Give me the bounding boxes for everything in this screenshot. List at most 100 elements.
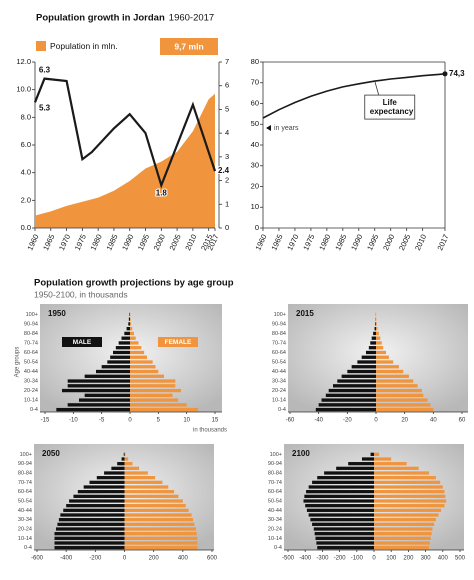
x-tick-label: 300: [421, 556, 432, 562]
x-tick-label: -600: [31, 556, 44, 562]
bar: [376, 365, 399, 369]
y-tick-label: 10-14: [268, 536, 282, 542]
bar: [376, 346, 384, 350]
bar: [376, 379, 414, 383]
x-tick-label: 1965: [41, 233, 56, 252]
bar: [54, 546, 125, 550]
y-tick-label: 4.0: [21, 168, 31, 177]
bar: [124, 541, 198, 545]
panel-year: 2050: [42, 449, 60, 458]
bar: [361, 355, 376, 359]
x-tick-label: 200: [149, 556, 160, 562]
y-tick-label: 6.0: [21, 140, 31, 149]
bar: [374, 466, 419, 470]
bar: [124, 494, 179, 498]
bar: [130, 388, 181, 393]
bar: [374, 471, 430, 475]
bar: [130, 341, 139, 345]
bar: [130, 331, 134, 336]
x-tick-label: 100: [386, 556, 397, 562]
bar: [130, 350, 145, 355]
data-label: 74,3: [449, 69, 465, 78]
y-tick-label: 2: [225, 176, 229, 185]
bar: [374, 504, 445, 508]
data-label: 2.4: [218, 166, 230, 175]
y-tick-label: 10-14: [272, 398, 286, 404]
x-tick-label: -200: [89, 556, 102, 562]
bar: [306, 490, 374, 494]
bar: [60, 513, 125, 517]
bar: [115, 346, 130, 350]
bar: [107, 360, 130, 364]
y-tick-label: 40-44: [24, 369, 38, 375]
bar: [124, 527, 196, 531]
bar: [66, 504, 125, 508]
bar: [56, 407, 131, 412]
y-tick-label: 80: [251, 57, 259, 66]
bar: [376, 407, 434, 412]
x-tick-label: 40: [430, 418, 437, 424]
bar: [365, 350, 376, 355]
bar: [374, 518, 436, 522]
data-label: 1.8: [156, 188, 168, 197]
x-tick-label: 1970: [285, 233, 300, 252]
series-tag: [158, 337, 198, 347]
y-tick-label: 40-44: [268, 508, 282, 514]
bar: [376, 384, 418, 388]
bar: [376, 403, 431, 407]
bar: [55, 527, 125, 531]
bar: [67, 384, 130, 388]
x-tick-label: -200: [334, 556, 347, 562]
x-tick-label: 1990: [349, 233, 364, 252]
bar: [374, 541, 430, 545]
badge-text: 9,7 mln: [174, 41, 203, 51]
y-tick-label: 90-94: [272, 321, 286, 327]
y-tick-label: 4: [225, 128, 229, 137]
x-tick-label: 0: [372, 556, 376, 562]
bar: [54, 541, 125, 545]
chart-subtitle: 1960-2017: [169, 13, 214, 24]
bar: [124, 485, 169, 489]
bar: [124, 331, 130, 336]
bar: [130, 398, 179, 402]
growth-line: [33, 77, 217, 189]
bar: [374, 490, 445, 494]
y-tick-label: 60: [251, 98, 259, 107]
badge-box: [160, 38, 218, 55]
bar: [373, 331, 376, 336]
bar: [374, 457, 392, 461]
bar: [374, 536, 431, 540]
y-tick-label: 80-84: [268, 470, 282, 476]
bar: [376, 355, 389, 359]
y-tick-label: 30-34: [268, 517, 282, 523]
bar: [374, 508, 442, 512]
x-tick-label: -40: [314, 418, 323, 424]
bar: [376, 374, 409, 378]
bar: [315, 407, 376, 412]
bar: [57, 522, 125, 526]
bar: [83, 485, 125, 489]
x-tick-label: 0: [123, 556, 127, 562]
x-tick-label: 1960: [25, 233, 40, 252]
y-tick-label: 70: [251, 78, 259, 87]
bar: [130, 322, 132, 326]
y-tick-label: 20-24: [18, 526, 32, 532]
bar: [130, 384, 176, 388]
bar: [318, 403, 376, 407]
population-area: [35, 93, 215, 228]
series-label: MALE: [73, 339, 92, 346]
bar: [130, 379, 176, 383]
bar: [124, 476, 156, 480]
bar: [376, 331, 379, 336]
y-tick-label: 1: [225, 199, 229, 208]
bar: [328, 388, 376, 393]
y-tick-label: 100+: [20, 452, 32, 458]
x-tick-label: 1965: [269, 233, 284, 252]
y-tick-label: 90-94: [24, 321, 38, 327]
x-tick-label: 0: [374, 418, 378, 424]
x-tick-label: 1985: [333, 233, 348, 252]
bar: [104, 471, 125, 475]
y-tick-label: 12.0: [16, 57, 31, 66]
bar: [376, 393, 424, 397]
x-tick-label: 1975: [73, 233, 88, 252]
